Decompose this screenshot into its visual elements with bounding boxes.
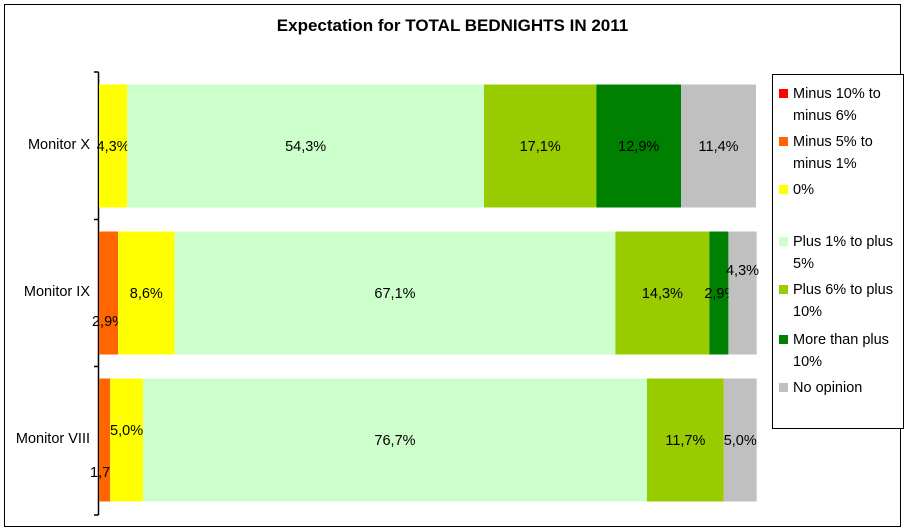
legend-swatch [779,335,788,344]
bar-segment [143,378,647,502]
data-label: 11,4% [699,139,739,155]
legend-item: 0% [779,179,903,201]
bar-segment [646,378,724,502]
chart-title: Expectation for TOTAL BEDNIGHTS IN 2011 [276,16,629,35]
bar-segment [174,231,616,355]
legend-swatch [779,285,788,294]
legend-label: Plus 1% to plus 5% [793,234,893,272]
data-label: 11,7% [665,433,705,449]
legend-swatch [779,237,788,246]
data-label: 4,3% [726,263,759,279]
bar-segment [615,231,710,355]
legend-item: Plus 1% to plus 5% [779,231,903,275]
legend-label: Plus 6% to plus 10% [793,282,893,320]
legend-swatch [779,137,788,146]
legend-item: Plus 6% to plus 10% [779,279,903,323]
legend-swatch [779,185,788,194]
category-label: Monitor X [27,137,90,153]
legend-swatch [779,89,788,98]
category-label: Monitor IX [23,284,90,300]
category-label: Monitor VIII [15,431,90,447]
legend-label: Minus 5% to minus 1% [793,134,873,172]
data-label: 5,0% [110,423,143,439]
bar-segment [484,84,597,208]
data-label: 67,1% [374,286,415,302]
data-label: 14,3% [642,286,683,302]
bar-segment [723,378,757,502]
data-label: 76,7% [374,433,415,449]
data-label: 8,6% [130,286,163,302]
legend-label: More than plus 10% [793,332,889,370]
data-label: 17,1% [520,139,561,155]
legend-label: 0% [793,182,814,198]
bar-segment [709,231,729,355]
bar-segment [681,84,756,208]
data-label: 4,3% [97,139,130,155]
data-label: 5,0% [724,433,757,449]
legend-label: No opinion [793,380,863,396]
legend-item: No opinion [779,377,903,399]
data-label: 2,9% [92,314,125,330]
data-label: 54,3% [285,139,326,155]
bar-segment [110,378,144,502]
bar-segment [118,231,175,355]
data-label: 12,9% [618,139,659,155]
legend: Minus 10% to minus 6% Minus 5% to minus 1… [772,74,904,429]
bar-segment [99,378,111,502]
bar-segment [127,84,484,208]
bar-segment [728,231,757,355]
legend-label: Minus 10% to minus 6% [793,86,881,124]
bar-segment [99,84,128,208]
bar-segment [596,84,682,208]
bar-segment [99,231,119,355]
legend-item: Minus 10% to minus 6% [779,83,903,127]
legend-swatch [779,383,788,392]
legend-item: More than plus 10% [779,329,903,373]
legend-item: Minus 5% to minus 1% [779,131,903,175]
